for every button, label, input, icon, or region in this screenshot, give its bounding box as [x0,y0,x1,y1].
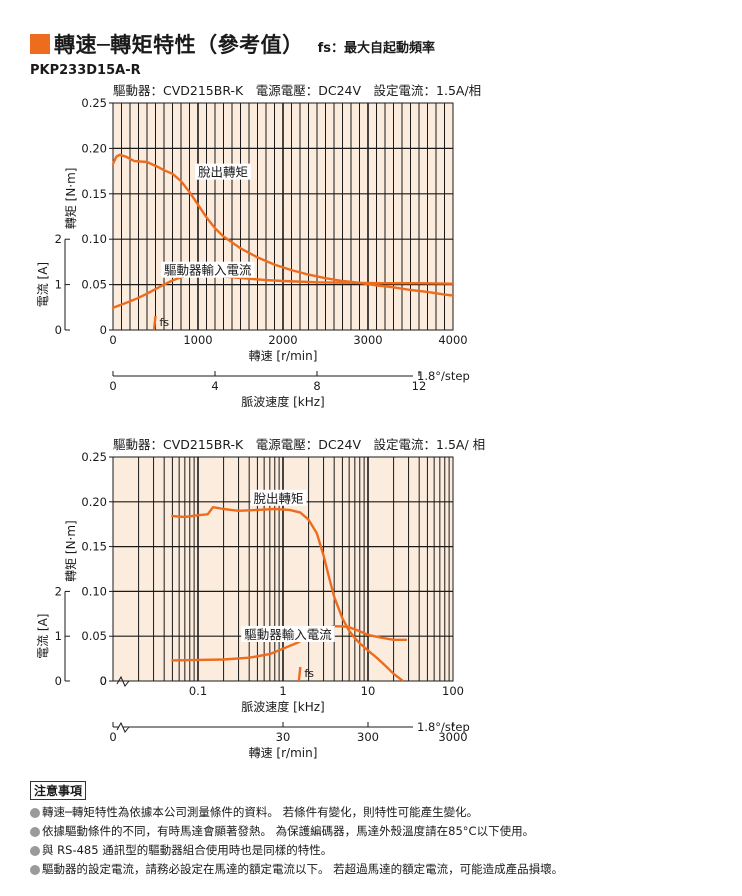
y-tick-label: 0 [100,323,107,337]
x-zero-label: 0 [100,674,107,688]
y-axis-label: 轉矩 [N·m] [64,520,78,582]
x-tick-label: 2000 [268,333,297,347]
chart-subtitle: 驅動器：CVD215BR-K 電源電壓：DC24V 設定電流：1.5A/相 [113,83,481,98]
title-marker-square [30,34,50,54]
annotation-background [195,163,251,180]
secondary-tick-label: 0 [109,730,116,744]
series-annotation: 脫出轉矩 [254,491,304,506]
current-tick-label: 2 [55,584,62,598]
bullet-icon [30,845,40,856]
torque-curve [171,506,403,682]
secondary-tick-label: 12 [412,379,427,393]
charts-canvas: 驅動器：CVD215BR-K 電源電壓：DC24V 設定電流：1.5A/相 0 0.… [36,83,485,760]
axis-break-icon [116,675,130,687]
y-axis-label: 轉矩 [N·m] [64,168,78,230]
notes-section: 注意事項 轉速─轉矩特性為依據本公司測量條件的資料。 若條件有變化，則特性可能產… [30,781,730,879]
annotation-background [161,261,255,278]
chart-subtitle: 驅動器：CVD215BR-K 電源電壓：DC24V 設定電流：1.5A/ 相 [113,437,485,452]
step-angle-label: 1.8°/step [417,720,470,734]
series-annotation: 驅動器輸入電流 [164,263,252,278]
secondary-axis-label: 轉速 [r/min] [249,746,318,760]
chart-linear-speed: 驅動器：CVD215BR-K 電源電壓：DC24V 設定電流：1.5A/相 0 0.… [36,83,481,409]
x-axis-label: 脈波速度 [kHz] [241,699,324,714]
secondary-tick-label: 8 [313,379,320,393]
note-text: 轉速─轉矩特性為依據本公司測量條件的資料。 若條件有變化，則特性可能產生變化。 [42,805,479,819]
title-row: 轉速─轉矩特性（參考值） fs：最大自起動頻率 [30,30,435,58]
y-tick-label: 0.05 [81,278,107,292]
fs-definition: fs：最大自起動頻率 [317,40,436,56]
bullet-icon [30,826,40,837]
x-tick-label: 3000 [353,333,382,347]
x-tick-label: 1000 [183,333,212,347]
y-tick-label: 0.10 [81,232,107,246]
current-tick-label: 0 [55,674,62,688]
note-text: 依據驅動條件的不同，有時馬達會顯著發熱。 為保護編碼器，馬達外殼溫度請在85°C… [42,824,535,838]
fs-marker-label: fs [304,667,314,680]
note-text: 與 RS-485 通訊型的驅動器組合使用時也是同樣的特性。 [42,843,333,857]
note-text: 驅動器的設定電流，請務必設定在馬達的額定電流以下。 若超過馬達的額定電流，可能造… [42,862,564,876]
current-axis-label: 電流 [A] [36,262,50,307]
torque-curve [111,153,455,297]
note-item: 與 RS-485 通訊型的驅動器組合使用時也是同樣的特性。 [30,841,730,860]
chart-log-pulse: 驅動器：CVD215BR-K 電源電壓：DC24V 設定電流：1.5A/ 相 0 0… [36,437,485,760]
y-tick-label: 0.15 [81,187,107,201]
page-title: 轉速─轉矩特性（參考值） [54,33,304,57]
bullet-icon [30,807,40,818]
secondary-axis-label: 脈波速度 [kHz] [241,394,324,409]
bullet-icon [30,864,40,875]
current-axis-label: 電流 [A] [36,614,50,659]
fs-marker-label: fs [160,316,170,329]
y-tick-label: 0.25 [81,96,107,110]
x-tick-label: 0.1 [189,684,207,698]
current-tick-label: 1 [55,629,62,643]
current-tick-label: 0 [55,323,62,337]
secondary-tick-label: 0 [109,379,116,393]
secondary-tick-label: 300 [357,730,379,744]
axis-break-icon [116,721,130,733]
y-tick-label: 0.15 [81,540,107,554]
fs-marker [297,666,302,682]
secondary-tick-label: 3000 [438,730,467,744]
series-annotation: 驅動器輸入電流 [244,627,332,642]
note-item: 轉速─轉矩特性為依據本公司測量條件的資料。 若條件有變化，則特性可能產生變化。 [30,803,730,822]
step-angle-label: 1.8°/step [417,369,470,383]
y-tick-label: 0 [100,674,107,688]
model-number: PKP233D15A-R [30,63,141,78]
secondary-tick-label: 4 [211,379,218,393]
current-tick-label: 1 [55,278,62,292]
note-item: 驅動器的設定電流，請務必設定在馬達的額定電流以下。 若超過馬達的額定電流，可能造… [30,860,730,879]
note-item: 依據驅動條件的不同，有時馬達會顯著發熱。 為保護編碼器，馬達外殼溫度請在85°C… [30,822,730,841]
x-tick-label: 4000 [438,333,467,347]
annotation-background [241,625,335,642]
x-tick-label: 100 [442,684,464,698]
y-tick-label: 0.20 [81,141,107,155]
x-tick-label: 1 [279,684,286,698]
y-tick-label: 0.10 [81,584,107,598]
y-tick-label: 0.20 [81,495,107,509]
current-tick-label: 2 [55,232,62,246]
annotation-background [250,489,307,506]
x-tick-label: 0 [109,333,116,347]
notes-title: 注意事項 [30,781,87,800]
y-tick-label: 0.25 [81,450,107,464]
x-axis-label: 轉速 [r/min] [249,349,318,363]
secondary-tick-label: 30 [276,730,291,744]
series-annotation: 脫出轉矩 [198,165,248,180]
fs-marker [152,315,157,331]
x-tick-label: 10 [361,684,376,698]
y-tick-label: 0.05 [81,629,107,643]
